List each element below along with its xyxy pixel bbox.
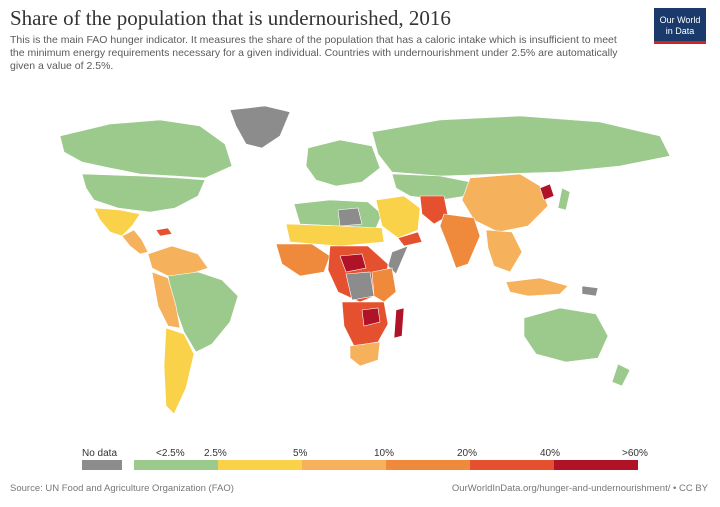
region-greenland[interactable] bbox=[229, 105, 291, 149]
region-mexico[interactable] bbox=[93, 207, 141, 237]
region-north-korea[interactable] bbox=[539, 183, 555, 201]
logo-line2: in Data bbox=[665, 26, 695, 36]
chart-title: Share of the population that is undernou… bbox=[10, 6, 451, 30]
source-url[interactable]: OurWorldInData.org/hunger-and-undernouri… bbox=[451, 483, 708, 494]
region-somalia[interactable] bbox=[387, 245, 409, 275]
chart-subtitle: This is the main FAO hunger indicator. I… bbox=[10, 34, 618, 72]
region-china[interactable] bbox=[461, 173, 549, 233]
region-south-america-north[interactable] bbox=[147, 245, 209, 277]
region-japan[interactable] bbox=[557, 187, 571, 211]
region-australia[interactable] bbox=[523, 307, 609, 363]
region-car[interactable] bbox=[339, 253, 367, 273]
legend-label-5: 40% bbox=[540, 448, 561, 459]
legend-swatch-bin3[interactable] bbox=[386, 460, 470, 470]
region-central-america[interactable] bbox=[121, 229, 149, 255]
region-usa[interactable] bbox=[81, 173, 206, 213]
region-zambia[interactable] bbox=[361, 307, 381, 327]
region-southeast-asia[interactable] bbox=[485, 229, 523, 273]
legend-label-6: >60% bbox=[622, 448, 648, 459]
region-madagascar[interactable] bbox=[393, 307, 405, 339]
logo-accent-bar bbox=[654, 41, 706, 44]
owid-logo[interactable]: Our World in Data bbox=[654, 8, 706, 44]
region-canada[interactable] bbox=[59, 119, 233, 179]
legend-swatch-bin0[interactable] bbox=[134, 460, 218, 470]
region-middle-east[interactable] bbox=[375, 195, 421, 239]
legend-label-3: 10% bbox=[374, 448, 395, 459]
source-note: Source: UN Food and Agriculture Organiza… bbox=[10, 483, 234, 494]
region-sahel[interactable] bbox=[285, 223, 385, 247]
world-map bbox=[59, 105, 671, 415]
region-libya[interactable] bbox=[337, 207, 363, 227]
region-southern-cone[interactable] bbox=[163, 327, 195, 415]
region-north-africa[interactable] bbox=[293, 199, 383, 229]
legend-swatch-bin4[interactable] bbox=[470, 460, 554, 470]
region-indonesia[interactable] bbox=[505, 277, 569, 297]
legend-swatch-bin1[interactable] bbox=[218, 460, 302, 470]
region-europe[interactable] bbox=[305, 139, 381, 187]
region-west-africa[interactable] bbox=[275, 243, 331, 277]
region-south-africa[interactable] bbox=[349, 341, 381, 367]
legend-label-2: 5% bbox=[293, 448, 308, 459]
region-east-africa[interactable] bbox=[371, 267, 397, 303]
logo-line1: Our World bbox=[659, 15, 701, 25]
legend-swatch-no-data[interactable] bbox=[82, 460, 122, 470]
region-haiti[interactable] bbox=[155, 227, 173, 237]
legend-label-0: <2.5% bbox=[156, 448, 185, 459]
region-andes[interactable] bbox=[151, 271, 181, 329]
legend-swatch-bin2[interactable] bbox=[302, 460, 386, 470]
legend-label-1: 2.5% bbox=[204, 448, 227, 459]
region-central-asia[interactable] bbox=[391, 173, 471, 201]
region-russia[interactable] bbox=[371, 115, 671, 177]
region-brazil[interactable] bbox=[167, 271, 239, 353]
region-yemen[interactable] bbox=[397, 231, 423, 247]
legend-label-4: 20% bbox=[457, 448, 478, 459]
legend-swatch-bin5[interactable] bbox=[554, 460, 638, 470]
region-india[interactable] bbox=[439, 213, 481, 269]
legend-no-data-label: No data bbox=[82, 448, 118, 459]
region-new-zealand[interactable] bbox=[611, 363, 631, 387]
region-png[interactable] bbox=[581, 285, 599, 297]
region-afghanistan[interactable] bbox=[419, 195, 449, 225]
